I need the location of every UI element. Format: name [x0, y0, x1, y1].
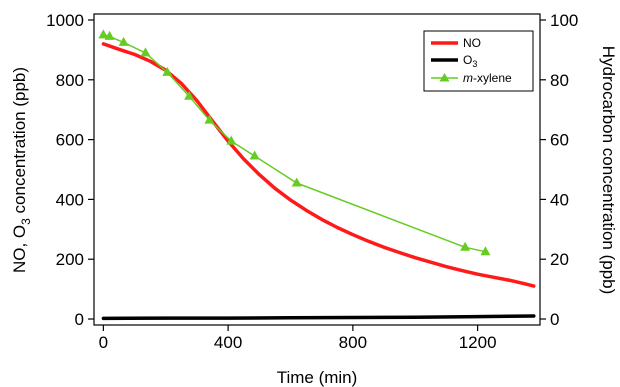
plot-frame	[93, 13, 541, 326]
x-tick-label-2: 800	[339, 333, 367, 352]
point-m-xylene-9	[291, 177, 302, 187]
point-m-xylene-2	[118, 36, 129, 46]
point-m-xylene-5	[184, 90, 195, 100]
legend-label-no: NO	[463, 36, 481, 50]
left-axis-title: NO, O3 concentration (ppb)	[10, 67, 33, 273]
y-left-tick-label-3: 600	[56, 131, 84, 150]
y-left-tick-label-2: 400	[56, 190, 84, 209]
point-m-xylene-8	[249, 150, 260, 160]
tick-labels: 0 400 800 1200 0 200 400 600 800 1000 0 20 40 60 80 100	[46, 11, 578, 352]
y-right-tick-label-3: 60	[550, 131, 569, 150]
y-left-tick-label-0: 0	[75, 310, 84, 329]
point-m-xylene-7	[226, 135, 237, 145]
legend-marker-m-xylene	[439, 73, 450, 82]
y-right-tick-label-4: 80	[550, 71, 569, 90]
axis-ticks	[88, 19, 546, 331]
legend: NO O3 m-xylene	[423, 30, 534, 92]
x-tick-label-3: 1200	[459, 333, 497, 352]
point-m-xylene-6	[204, 114, 215, 124]
point-m-xylene-3	[140, 47, 151, 57]
y-right-tick-label-1: 20	[550, 250, 569, 269]
series-layer	[98, 29, 536, 321]
series-line-o3	[101, 314, 536, 321]
x-tick-label-0: 0	[99, 333, 108, 352]
y-left-tick-label-1: 200	[56, 250, 84, 269]
x-axis-title: Time (min)	[277, 368, 358, 387]
x-tick-label-1: 400	[214, 333, 242, 352]
y-left-tick-label-5: 1000	[46, 11, 84, 30]
point-m-xylene-11	[480, 246, 491, 256]
point-m-xylene-4	[162, 66, 173, 76]
point-m-xylene-1	[104, 30, 115, 40]
y-right-tick-label-2: 40	[550, 190, 569, 209]
point-m-xylene-0	[98, 29, 109, 39]
legend-label-m-xylene: m-xylene	[463, 71, 512, 85]
point-m-xylene-10	[460, 241, 471, 251]
y-right-tick-label-5: 100	[550, 11, 578, 30]
legend-label-o3: O3	[463, 53, 477, 69]
y-right-tick-label-0: 0	[550, 310, 559, 329]
series-line-no	[101, 42, 536, 288]
y-left-tick-label-4: 800	[56, 71, 84, 90]
right-axis-title: Hydrocarbon concentration (ppb)	[599, 46, 618, 295]
